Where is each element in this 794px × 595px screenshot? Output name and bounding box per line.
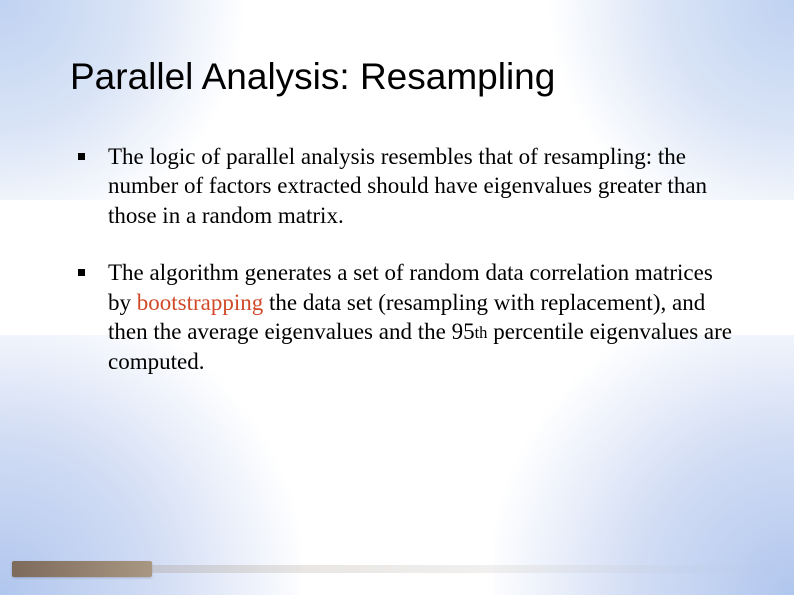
slide-content: Parallel Analysis: Resampling The logic … (0, 0, 794, 595)
list-item: The algorithm generates a set of random … (78, 258, 734, 376)
slide-title: Parallel Analysis: Resampling (60, 56, 734, 98)
bullet-text: The logic of parallel analysis resembles… (108, 144, 707, 228)
bullet-text-superscript: th (475, 323, 488, 342)
bullet-list: The logic of parallel analysis resembles… (60, 142, 734, 376)
list-item: The logic of parallel analysis resembles… (78, 142, 734, 230)
bullet-text-highlight: bootstrapping (137, 290, 264, 315)
